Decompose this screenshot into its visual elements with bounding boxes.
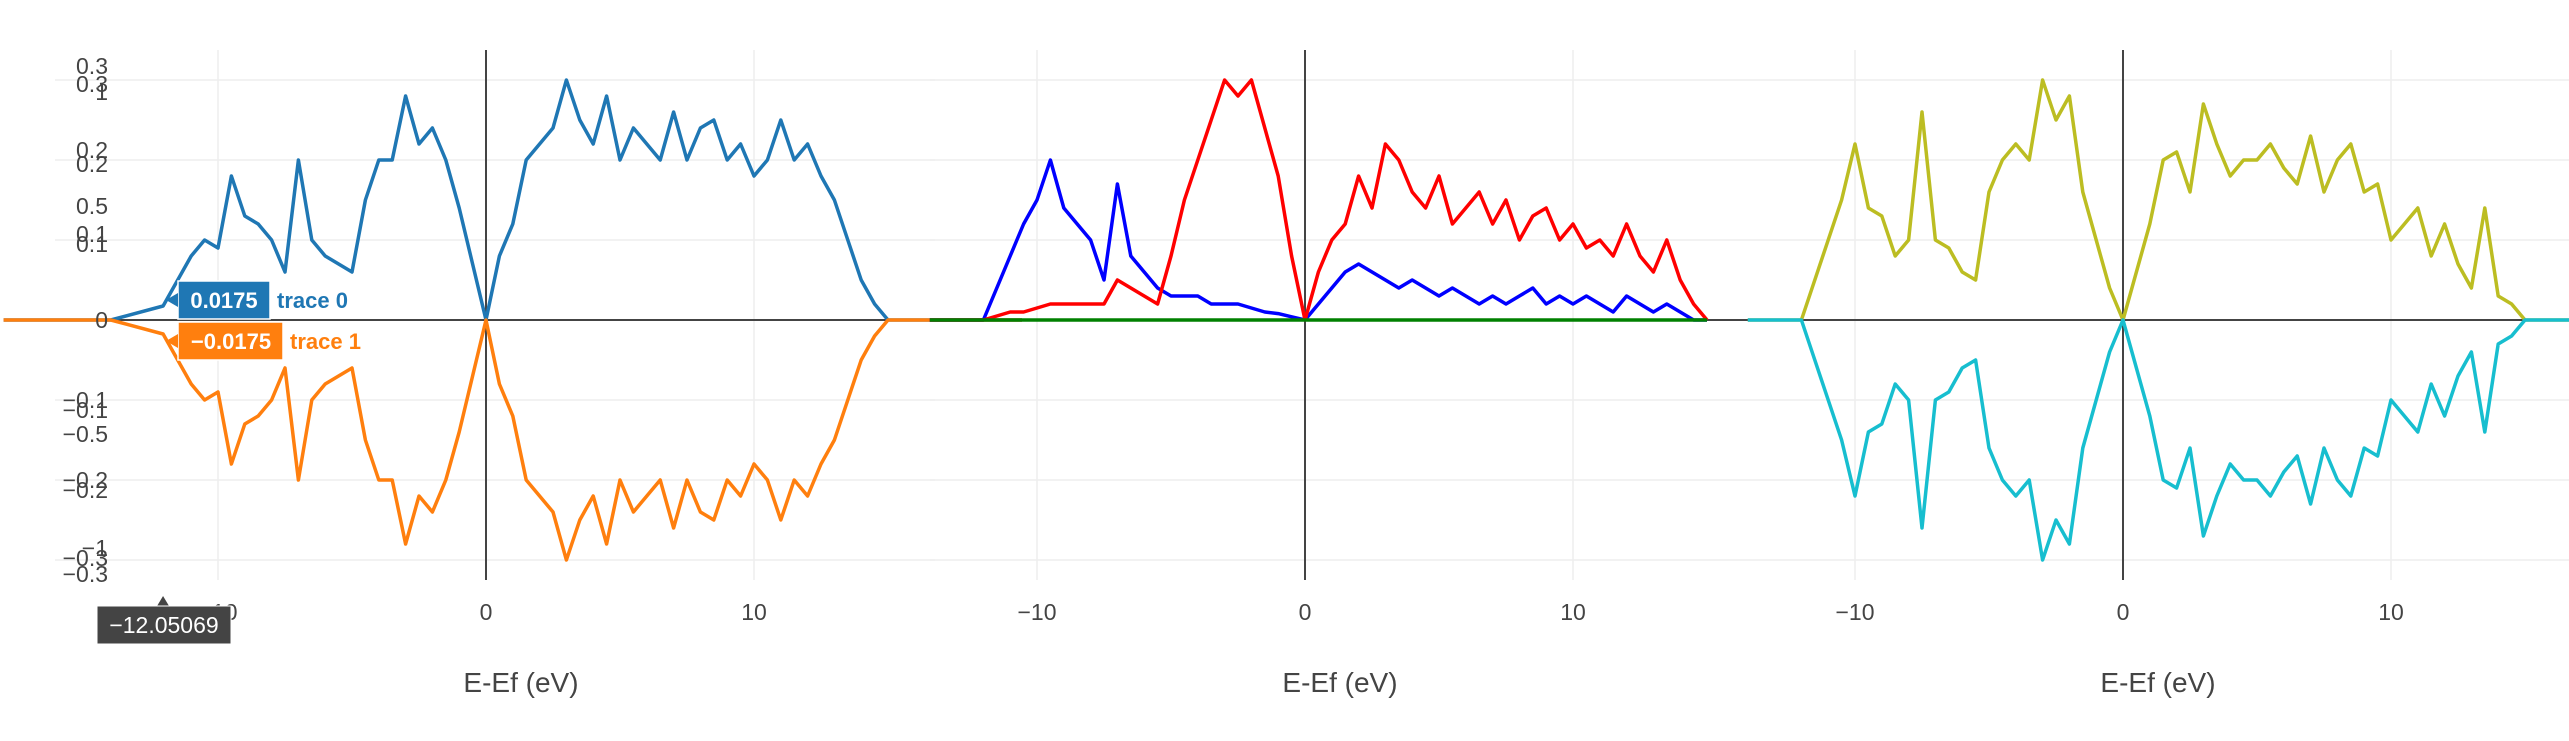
series-line-1[interactable] (929, 158, 1707, 322)
y-tick-label: 0.5 (76, 193, 108, 219)
hover-axis-pointer (157, 596, 170, 606)
x-tick-label: −10 (1017, 599, 1056, 625)
x-axis-title: E-Ef (eV) (2100, 667, 2215, 698)
x-tick-label: 0 (1299, 599, 1312, 625)
x-tick-label: −10 (1835, 599, 1874, 625)
panel-2[interactable]: −10 0 10 E-Ef (eV) (929, 50, 1750, 698)
y-tick-label: −0.3 (63, 561, 108, 587)
series-line-2[interactable] (929, 78, 1709, 322)
y-tick-label: 0.2 (76, 137, 108, 163)
hover-axis-value: −12.05069 (109, 612, 218, 638)
series-line-trace-0[interactable] (3, 78, 1022, 322)
y-tick-label: 0.3 (76, 71, 108, 97)
y-tick-label: 0.1 (76, 231, 108, 257)
hover-value: −0.0175 (191, 329, 271, 354)
x-tick-label: 10 (741, 599, 767, 625)
y-tick-label: −1 (82, 535, 108, 561)
x-axis-title: E-Ef (eV) (463, 667, 578, 698)
x-tick-label: 0 (480, 599, 493, 625)
x-tick-label: 10 (2378, 599, 2404, 625)
y-tick-label: −0.1 (63, 397, 108, 423)
hover-pointer (166, 334, 178, 348)
y-tick-label: −0.5 (63, 421, 108, 447)
hover-value-box (177, 280, 271, 320)
y-tick-label: 1 (95, 79, 108, 105)
hover-axis-box (96, 605, 232, 645)
y-tick-label: −0.3 (63, 545, 108, 571)
x-tick-label: 10 (1560, 599, 1586, 625)
hover-trace-name: trace 0 (277, 288, 348, 313)
y-tick-label: −0.2 (63, 477, 108, 503)
y-tick-label: −0.2 (63, 467, 108, 493)
series-line-1[interactable] (1747, 78, 2569, 322)
gridlines (1750, 50, 2569, 580)
y-tick-label: 0.2 (76, 151, 108, 177)
y-tick-label: −0.1 (63, 387, 108, 413)
gridlines (55, 50, 935, 580)
series-line-2[interactable] (1747, 318, 2569, 562)
hover-value: 0.0175 (190, 288, 257, 313)
y-tick-label: 0.3 (76, 53, 108, 79)
panel-3[interactable]: −10 0 10 E-Ef (eV) (1747, 50, 2569, 698)
y-tick-label: 0 (95, 307, 108, 333)
hover-label-trace-0: 0.0175 trace 0 (166, 280, 348, 320)
x-tick-label: 0 (2117, 599, 2130, 625)
hover-value-box (177, 321, 284, 361)
y-tick-label: 0.1 (76, 221, 108, 247)
hover-tooltip-layer: 0.0175 trace 0−0.0175 trace 1 −12.05069 (96, 280, 361, 645)
series-line-trace-1[interactable] (3, 318, 1022, 562)
hover-label-trace-1: −0.0175 trace 1 (166, 321, 361, 361)
gridlines (930, 50, 1750, 580)
hover-trace-name: trace 1 (290, 329, 361, 354)
x-axis-hover-label: −12.05069 (96, 596, 232, 645)
hover-pointer (166, 293, 178, 307)
x-axis-title: E-Ef (eV) (1282, 667, 1397, 698)
